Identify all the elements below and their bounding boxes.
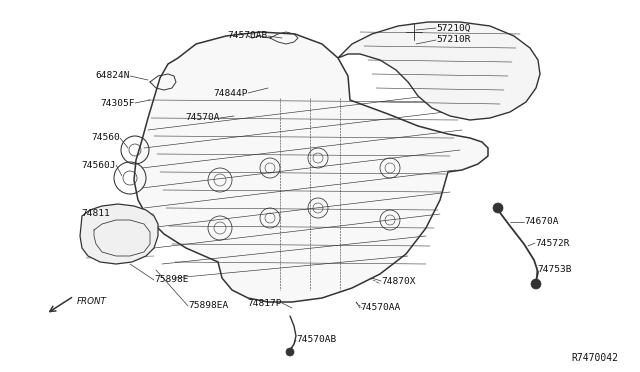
Text: 75898E: 75898E <box>154 276 189 285</box>
Text: 74560: 74560 <box>92 134 120 142</box>
Text: 74753B: 74753B <box>537 266 572 275</box>
Circle shape <box>531 279 541 289</box>
Text: 57210Q: 57210Q <box>436 23 470 32</box>
Text: 74570AB: 74570AB <box>296 336 336 344</box>
Text: 74811: 74811 <box>81 208 110 218</box>
Text: FRONT: FRONT <box>77 298 107 307</box>
Text: 57210R: 57210R <box>436 35 470 45</box>
Circle shape <box>286 348 294 356</box>
Polygon shape <box>338 22 540 120</box>
Circle shape <box>493 203 503 213</box>
Text: 74817P: 74817P <box>248 298 282 308</box>
Text: R7470042: R7470042 <box>571 353 618 363</box>
Text: 74572R: 74572R <box>535 238 570 247</box>
Text: 74570AA: 74570AA <box>360 304 400 312</box>
Text: 74570A: 74570A <box>186 113 220 122</box>
Text: 74570AB: 74570AB <box>228 32 268 41</box>
Text: 74870X: 74870X <box>381 276 415 285</box>
Text: 74670A: 74670A <box>524 218 559 227</box>
Polygon shape <box>134 32 488 302</box>
Text: 75898EA: 75898EA <box>188 301 228 311</box>
Text: 74305F: 74305F <box>100 99 135 108</box>
Polygon shape <box>80 204 158 264</box>
Text: 74844P: 74844P <box>214 89 248 97</box>
Text: 74560J: 74560J <box>81 160 116 170</box>
Text: 64824N: 64824N <box>95 71 130 80</box>
